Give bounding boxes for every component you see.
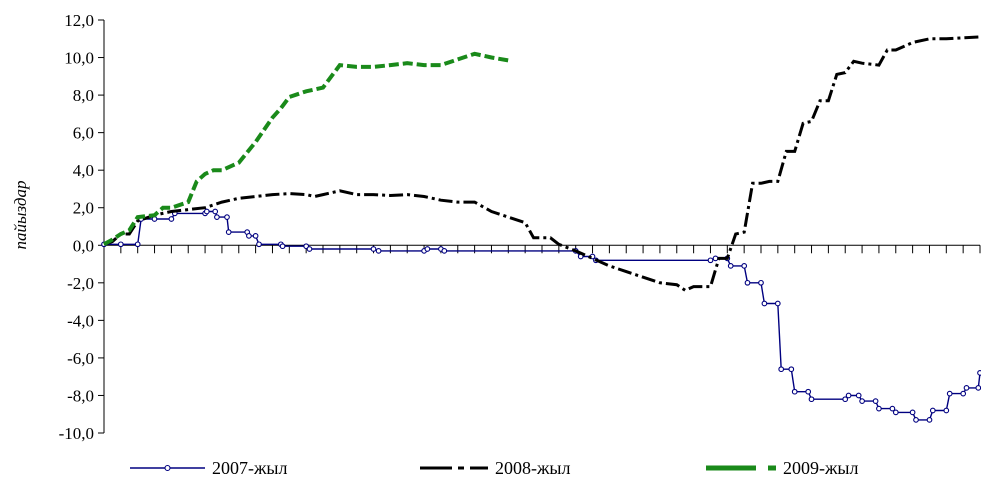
series-point: [224, 214, 230, 220]
y-tick-label: -2,0: [67, 274, 94, 293]
series-point: [707, 257, 714, 264]
series-point: [727, 263, 734, 269]
series-line-3: [103, 51, 509, 247]
series-point: [134, 241, 141, 248]
y-tick-label: 0,0: [73, 236, 94, 255]
legend-label: 2007-жыл: [212, 458, 288, 478]
series-point: [808, 396, 815, 403]
legend: 2007-жыл 2008-жыл 2009-жыл: [130, 458, 859, 478]
series-point: [252, 233, 259, 239]
series-point: [774, 300, 781, 307]
series-point: [842, 396, 849, 403]
series-point: [214, 214, 220, 220]
y-tick-label: 12,0: [64, 11, 94, 30]
series-point: [168, 216, 175, 222]
series-point: [306, 246, 313, 252]
series-point: [946, 390, 953, 397]
series-point: [256, 241, 262, 248]
series-point: [859, 398, 865, 404]
series-line-2: [103, 35, 981, 293]
series-point: [876, 405, 882, 412]
series-layer: [101, 35, 981, 423]
series-line-1: [104, 210, 981, 421]
series-point: [977, 370, 981, 376]
series-point: [805, 388, 812, 395]
series-point: [872, 398, 879, 404]
y-tick-label: -8,0: [67, 386, 94, 405]
series-point: [441, 248, 448, 254]
series-point: [960, 390, 967, 397]
series-point: [370, 246, 377, 252]
series-point: [788, 366, 795, 373]
series-point: [943, 407, 950, 414]
series-point: [203, 208, 210, 215]
series-point: [424, 246, 431, 252]
legend-marker: [164, 464, 171, 472]
series-point: [117, 241, 124, 248]
series-point: [963, 385, 970, 391]
y-tick-label: -6,0: [67, 349, 94, 368]
series-point: [791, 388, 798, 395]
series-point: [929, 407, 936, 414]
series-point: [212, 208, 219, 215]
y-tick-label: 2,0: [73, 199, 94, 218]
series-point: [892, 409, 899, 416]
series-point: [926, 417, 933, 423]
series-point: [889, 405, 896, 412]
series-point: [744, 279, 751, 286]
series-point: [246, 233, 252, 239]
y-axis-label: пайыздар: [11, 180, 30, 249]
legend-label: 2009-жыл: [783, 458, 859, 478]
series-point: [758, 279, 764, 286]
series-point: [225, 229, 232, 235]
y-tick-label: 6,0: [73, 124, 94, 143]
series-point: [845, 392, 852, 399]
series-point: [909, 409, 916, 416]
series-point: [975, 385, 981, 391]
y-tick-label: 8,0: [73, 86, 94, 105]
y-axis: -10,0 -8,0 -6,0 -4,0 -2,0 0,0 2,0 4,0 6,0 8,0 10,0…: [59, 11, 105, 443]
y-tick-label: 10,0: [64, 49, 94, 68]
y-tick-label: 4,0: [73, 161, 94, 180]
series-point: [913, 417, 919, 423]
x-axis: [103, 244, 981, 254]
series-point: [279, 243, 286, 250]
y-tick-label: -10,0: [59, 424, 94, 443]
series-point: [855, 392, 862, 399]
series-point: [712, 255, 719, 262]
series-point: [741, 263, 748, 269]
series-point: [375, 248, 382, 254]
y-tick-label: -4,0: [67, 311, 94, 330]
series-point: [778, 366, 785, 373]
legend-label: 2008-жыл: [495, 458, 571, 478]
series-point: [761, 300, 768, 307]
